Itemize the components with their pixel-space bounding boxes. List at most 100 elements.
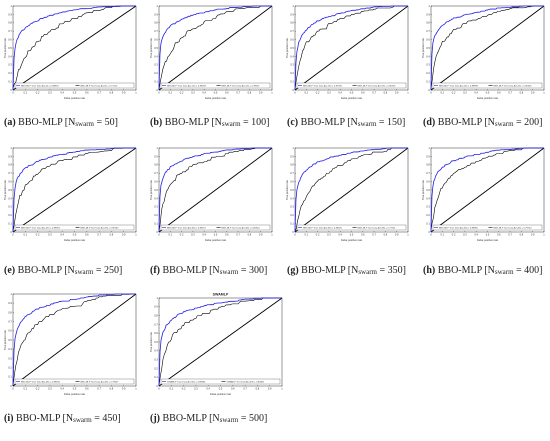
y-tick-label-i-4: 0.4 — [8, 347, 12, 351]
x-tick-label-i-8: 0.8 — [110, 387, 114, 391]
y-tick-label-e-7: 0.7 — [8, 171, 12, 175]
x-tick-label-e-8: 0.8 — [110, 233, 114, 237]
legend-box-d — [432, 82, 543, 89]
diagonal-line-f — [158, 147, 273, 233]
test-roc-line-g — [294, 147, 408, 232]
y-tick-label-i-3: 0.3 — [8, 356, 12, 360]
x-tick-label-h-1: 0.1 — [440, 233, 444, 237]
y-tick-label-i-8: 0.8 — [8, 310, 12, 314]
chart-title-j: SWAMLP — [213, 293, 229, 297]
test-roc-line-c — [294, 5, 408, 91]
caption-g: (g) BBO-MLP [Nswarm = 350] — [287, 265, 406, 276]
caption-i-text: BBO-MLP [N — [15, 413, 74, 424]
x-tick-label-d-5: 0.5 — [486, 91, 490, 95]
legend-label-g-0: BBO-MLP Train Data Auc350 = 0.88226 — [303, 226, 343, 229]
y-axis-label-g: True positive rate — [285, 179, 289, 199]
y-tick-label-f-7: 0.7 — [154, 171, 158, 175]
x-tick-label-a-3: 0.3 — [48, 91, 52, 95]
x-tick-label-e-4: 0.4 — [60, 233, 64, 237]
caption-c-letter: (c) — [287, 117, 299, 128]
x-tick-label-j-6: 0.6 — [231, 387, 235, 391]
y-tick-label-d-3: 0.3 — [426, 63, 430, 67]
x-tick-label-h-7: 0.7 — [508, 233, 512, 237]
legend-label-c-0: BBO-MLP Train Data Auc150 = 0.87295 — [303, 84, 343, 87]
x-tick-label-f-5: 0.5 — [214, 233, 218, 237]
y-tick-label-a-2: 0.2 — [8, 71, 12, 75]
caption-b: (b) BBO-MLP [Nswarm = 100] — [150, 117, 270, 128]
x-tick-label-a-8: 0.8 — [110, 91, 114, 95]
y-tick-label-h-8: 0.8 — [426, 163, 430, 167]
x-tick-label-b-0: 0 — [158, 91, 160, 95]
x-axis-label-h: False positive rate — [477, 238, 499, 242]
y-tick-label-e-4: 0.4 — [8, 196, 12, 200]
y-tick-label-c-10: 1 — [292, 4, 294, 8]
y-tick-label-b-1: 0.1 — [154, 80, 158, 84]
x-tick-label-h-0: 0 — [430, 233, 432, 237]
y-tick-label-a-4: 0.4 — [8, 54, 12, 58]
y-tick-label-g-5: 0.5 — [290, 188, 294, 192]
roc-panel-f: 0 0.1 0.2 0.3 0.4 0.5 0.6 0.7 0.8 0.9 1 0 0.1 0.2 0.3 0… — [148, 144, 276, 244]
caption-b-sub: swarm — [221, 120, 241, 128]
x-tick-label-f-1: 0.1 — [168, 233, 172, 237]
y-tick-label-c-5: 0.5 — [290, 46, 294, 50]
x-tick-label-a-10: 1 — [135, 91, 137, 95]
x-tick-label-e-9: 0.9 — [122, 233, 126, 237]
y-tick-label-j-1: 0.1 — [154, 375, 158, 379]
y-tick-label-e-3: 0.3 — [8, 205, 12, 209]
y-tick-label-f-2: 0.2 — [154, 213, 158, 217]
roc-chart-c: 0 0.1 0.2 0.3 0.4 0.5 0.6 0.7 0.8 0.9 100.10.20.30… — [285, 4, 409, 100]
x-tick-label-d-4: 0.4 — [474, 91, 478, 95]
y-tick-label-i-10: 1 — [10, 292, 12, 296]
y-tick-label-j-6: 0.6 — [154, 331, 158, 335]
legend-label-a-0: BBO-MLP Train Data Auc50 = 0.88925 — [21, 84, 59, 87]
y-tick-label-f-1: 0.1 — [154, 222, 158, 226]
caption-e: (e) BBO-MLP [Nswarm = 250] — [4, 265, 122, 276]
diagonal-line-c — [294, 5, 409, 91]
y-tick-label-a-0: 0 — [10, 88, 12, 92]
x-tick-label-g-1: 0.1 — [304, 233, 308, 237]
y-tick-label-e-1: 0.1 — [8, 222, 12, 226]
y-tick-label-h-0: 0 — [428, 230, 430, 234]
roc-chart-e: 0 0.1 0.2 0.3 0.4 0.5 0.6 0.7 0.8 0.9 100.10.20.30… — [3, 146, 137, 242]
roc-panel-d: 0 0.1 0.2 0.3 0.4 0.5 0.6 0.7 0.8 0.9 1 0 0.1 0.2 0.3 0… — [420, 2, 548, 102]
x-tick-label-d-8: 0.8 — [520, 91, 524, 95]
y-tick-label-g-10: 1 — [292, 146, 294, 150]
x-tick-label-b-9: 0.9 — [259, 91, 263, 95]
y-tick-label-f-6: 0.6 — [154, 180, 158, 184]
y-tick-label-e-10: 1 — [10, 146, 12, 150]
x-tick-label-f-3: 0.3 — [191, 233, 195, 237]
x-tick-label-c-5: 0.5 — [350, 91, 354, 95]
legend-label-j-1: SWAMLP Test Data Auc500 = 0.80085 — [227, 380, 265, 383]
caption-b-value: = 100] — [240, 117, 270, 128]
x-axis-label-b: False positive rate — [205, 96, 227, 100]
x-tick-label-d-1: 0.1 — [440, 91, 444, 95]
y-tick-label-d-10: 1 — [428, 4, 430, 8]
caption-f-text: BBO-MLP [N — [162, 265, 220, 276]
x-tick-label-h-8: 0.8 — [520, 233, 524, 237]
y-tick-label-d-6: 0.6 — [426, 38, 430, 42]
y-tick-label-i-9: 0.9 — [8, 301, 12, 305]
test-roc-line-i — [12, 293, 136, 387]
caption-j-value: = 500] — [238, 413, 268, 424]
y-tick-label-b-8: 0.8 — [154, 21, 158, 25]
y-tick-label-h-1: 0.1 — [426, 222, 430, 226]
x-tick-label-h-2: 0.2 — [452, 233, 456, 237]
x-axis-label-f: False positive rate — [205, 238, 227, 242]
y-tick-label-i-1: 0.1 — [8, 375, 12, 379]
caption-d: (d) BBO-MLP [Nswarm = 200] — [423, 117, 543, 128]
caption-c-text: BBO-MLP [N — [300, 117, 358, 128]
y-tick-label-h-10: 1 — [428, 146, 430, 150]
roc-chart-b: 0 0.1 0.2 0.3 0.4 0.5 0.6 0.7 0.8 0.9 100.10.20.30… — [149, 4, 273, 100]
y-tick-label-f-10: 1 — [156, 146, 158, 150]
x-tick-label-d-9: 0.9 — [531, 91, 535, 95]
x-tick-label-b-7: 0.7 — [236, 91, 240, 95]
y-tick-label-c-1: 0.1 — [290, 80, 294, 84]
x-tick-label-c-9: 0.9 — [395, 91, 399, 95]
x-tick-label-b-2: 0.2 — [180, 91, 184, 95]
caption-h-sub: swarm — [494, 268, 514, 276]
x-tick-label-i-2: 0.2 — [36, 387, 40, 391]
roc-chart-i: 0 0.1 0.2 0.3 0.4 0.5 0.6 0.7 0.8 0.9 100.10.20.30… — [3, 292, 137, 396]
y-tick-label-h-6: 0.6 — [426, 180, 430, 184]
diagonal-line-i — [12, 293, 137, 387]
x-tick-label-c-0: 0 — [294, 91, 296, 95]
